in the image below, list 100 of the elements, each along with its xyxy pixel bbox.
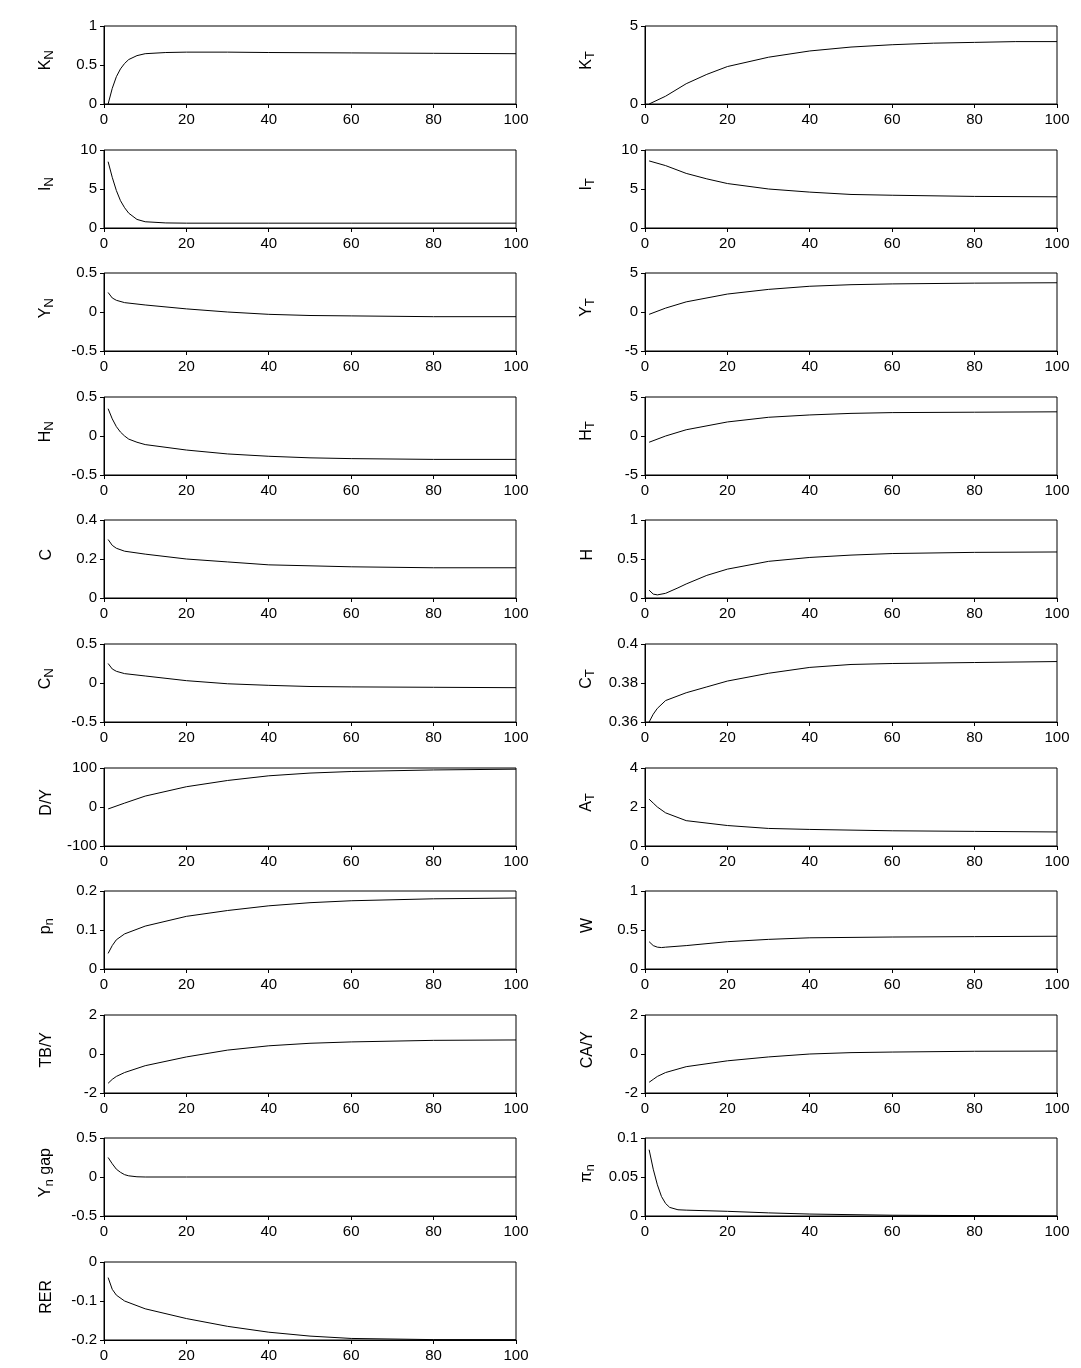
y-tick-label: 0 bbox=[629, 1206, 638, 1224]
x-tick-label: 0 bbox=[99, 233, 109, 251]
x-tick-label: 40 bbox=[801, 1098, 819, 1116]
x-tick-label: 60 bbox=[883, 357, 901, 375]
x-tick-label: 60 bbox=[883, 604, 901, 622]
x-tick-label: 80 bbox=[425, 357, 442, 375]
x-tick-label: 80 bbox=[425, 480, 442, 498]
x-tick-label: 80 bbox=[966, 728, 983, 746]
x-tick-label: 100 bbox=[1044, 728, 1070, 746]
y-tick-label: -0.2 bbox=[71, 1330, 97, 1348]
x-tick-label: 40 bbox=[260, 604, 278, 622]
x-tick-label: 80 bbox=[425, 1346, 442, 1364]
x-tick-label: 100 bbox=[503, 233, 529, 251]
y-tick-label: 10 bbox=[80, 139, 97, 157]
y-tick-label: 0 bbox=[629, 425, 638, 443]
x-tick-label: 0 bbox=[99, 851, 109, 869]
x-tick-label: 40 bbox=[801, 1222, 819, 1240]
x-tick-label: 40 bbox=[260, 1098, 278, 1116]
x-tick-label: 60 bbox=[342, 357, 360, 375]
x-tick-label: 60 bbox=[342, 1098, 360, 1116]
x-tick-label: 0 bbox=[99, 604, 109, 622]
x-tick-label: 20 bbox=[719, 357, 736, 375]
y-tick-label: 0 bbox=[629, 217, 638, 235]
x-tick-label: 20 bbox=[178, 1222, 195, 1240]
x-tick-label: 80 bbox=[425, 233, 442, 251]
x-tick-label: 40 bbox=[801, 604, 819, 622]
x-tick-label: 100 bbox=[503, 851, 529, 869]
y-tick-label: 0 bbox=[629, 959, 638, 977]
y-tick-label: 2 bbox=[88, 1004, 97, 1022]
x-tick-label: 60 bbox=[342, 975, 360, 993]
x-tick-label: 20 bbox=[178, 357, 195, 375]
x-tick-label: 0 bbox=[99, 357, 109, 375]
x-tick-label: 80 bbox=[966, 110, 983, 128]
y-tick-label: 0.2 bbox=[76, 549, 97, 567]
x-tick-label: 60 bbox=[883, 480, 901, 498]
x-tick-label: 80 bbox=[966, 1098, 983, 1116]
y-tick-label: 0 bbox=[88, 1167, 97, 1185]
x-tick-label: 20 bbox=[719, 1098, 736, 1116]
x-tick-label: 100 bbox=[503, 975, 529, 993]
y-tick-label: 0 bbox=[629, 1043, 638, 1061]
x-tick-label: 20 bbox=[178, 975, 195, 993]
x-tick-label: 40 bbox=[260, 233, 278, 251]
x-tick-label: 80 bbox=[966, 480, 983, 498]
x-tick-label: 100 bbox=[1044, 110, 1070, 128]
y-tick-label: 1 bbox=[88, 16, 97, 34]
x-tick-label: 0 bbox=[640, 1222, 650, 1240]
x-tick-label: 80 bbox=[425, 110, 442, 128]
y-tick-label: 0.5 bbox=[76, 263, 97, 281]
y-tick-label: 2 bbox=[629, 1004, 638, 1022]
y-tick-label: -100 bbox=[66, 835, 97, 853]
x-tick-label: 40 bbox=[801, 851, 819, 869]
x-tick-label: 20 bbox=[719, 604, 736, 622]
x-tick-label: 0 bbox=[99, 1098, 109, 1116]
y-tick-label: 0.5 bbox=[617, 549, 638, 567]
x-tick-label: 0 bbox=[640, 851, 650, 869]
x-tick-label: 20 bbox=[178, 604, 195, 622]
x-tick-label: 20 bbox=[178, 1346, 195, 1364]
y-tick-label: 0.5 bbox=[76, 386, 97, 404]
x-tick-label: 40 bbox=[260, 728, 278, 746]
x-tick-label: 100 bbox=[1044, 480, 1070, 498]
x-tick-label: 100 bbox=[1044, 357, 1070, 375]
x-tick-label: 60 bbox=[883, 1222, 901, 1240]
x-tick-label: 0 bbox=[640, 1098, 650, 1116]
x-tick-label: 40 bbox=[260, 1222, 278, 1240]
x-tick-label: 100 bbox=[1044, 604, 1070, 622]
x-tick-label: 40 bbox=[801, 110, 819, 128]
x-tick-label: 20 bbox=[719, 975, 736, 993]
x-tick-label: 40 bbox=[260, 110, 278, 128]
y-axis-title: W bbox=[578, 918, 596, 934]
x-tick-label: 80 bbox=[966, 851, 983, 869]
x-tick-label: 20 bbox=[719, 480, 736, 498]
x-tick-label: 60 bbox=[883, 851, 901, 869]
y-tick-label: -5 bbox=[624, 341, 638, 359]
x-tick-label: 40 bbox=[801, 480, 819, 498]
x-tick-label: 100 bbox=[503, 1222, 529, 1240]
x-tick-label: 100 bbox=[1044, 233, 1070, 251]
x-tick-label: 0 bbox=[640, 975, 650, 993]
x-tick-label: 80 bbox=[425, 975, 442, 993]
x-tick-label: 20 bbox=[178, 728, 195, 746]
y-tick-label: -5 bbox=[624, 464, 638, 482]
y-tick-label: -2 bbox=[624, 1082, 638, 1100]
x-tick-label: 60 bbox=[342, 604, 360, 622]
y-tick-label: 0 bbox=[629, 588, 638, 606]
y-tick-label: 0.1 bbox=[617, 1128, 638, 1146]
y-tick-label: -0.5 bbox=[71, 712, 97, 730]
x-tick-label: 20 bbox=[719, 110, 736, 128]
x-tick-label: 100 bbox=[503, 110, 529, 128]
x-tick-label: 0 bbox=[640, 480, 650, 498]
x-tick-label: 0 bbox=[640, 604, 650, 622]
x-tick-label: 0 bbox=[99, 110, 109, 128]
x-tick-label: 0 bbox=[99, 1222, 109, 1240]
y-axis-title: RER bbox=[37, 1279, 55, 1314]
y-tick-label: -0.1 bbox=[71, 1291, 97, 1309]
x-tick-label: 80 bbox=[425, 1098, 442, 1116]
y-tick-label: 0 bbox=[88, 959, 97, 977]
x-tick-label: 40 bbox=[260, 357, 278, 375]
x-tick-label: 20 bbox=[719, 233, 736, 251]
y-tick-label: 0.05 bbox=[608, 1167, 638, 1185]
x-tick-label: 20 bbox=[178, 110, 195, 128]
x-tick-label: 60 bbox=[883, 975, 901, 993]
